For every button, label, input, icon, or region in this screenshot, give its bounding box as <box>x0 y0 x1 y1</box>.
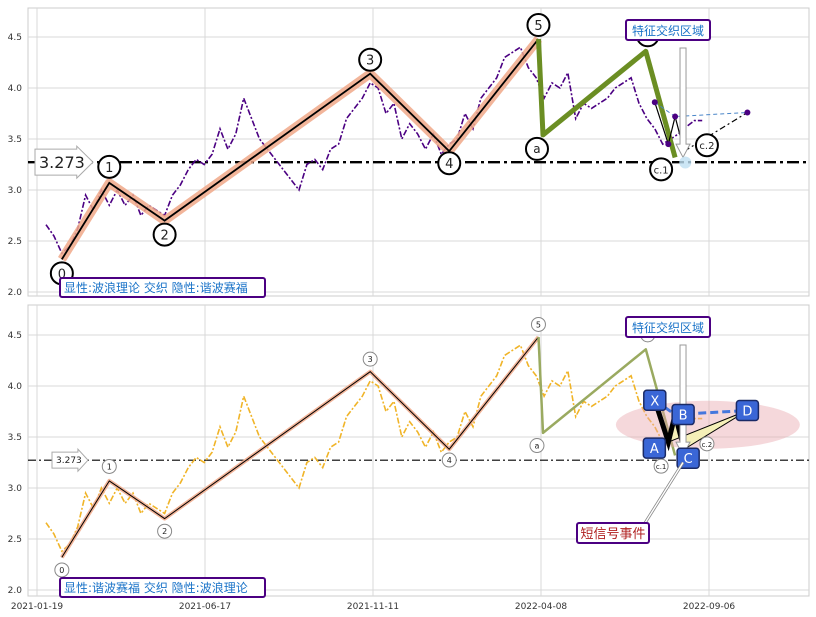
wave-marker <box>530 316 546 332</box>
correction-label: c.2 <box>702 441 713 449</box>
correction-marker <box>529 438 545 454</box>
caption-box <box>59 577 266 598</box>
wave-marker <box>526 13 551 38</box>
x-axis: 2021-01-19 2021-06-17 2021-11-11 2022-04-08… <box>11 602 736 612</box>
wave-marker <box>54 562 70 578</box>
correction-label: c.1 <box>656 463 667 471</box>
y-tick-label: 3.0 <box>8 186 23 196</box>
wave-line <box>61 38 540 260</box>
wave-line <box>61 336 539 558</box>
panel-caption: 显性:波浪理论 交织 隐性:谐波赛福 <box>64 280 248 295</box>
signal-pointer-inner <box>644 462 684 524</box>
wave-marker <box>101 458 117 474</box>
zone-label: 特征交织区域 <box>632 23 704 38</box>
y-tick-label: 3.5 <box>8 135 22 145</box>
harmonic-box <box>671 403 695 426</box>
wave-marker <box>362 351 378 367</box>
wave-marker <box>358 47 383 72</box>
wave-halo <box>60 335 541 559</box>
y-tick-label: 3.0 <box>8 484 23 494</box>
harmonic-label: C <box>684 452 693 467</box>
bottom-panel: 2.02.53.03.54.04.53.273012345abc.1c.2XAB… <box>8 304 810 598</box>
wave-marker <box>157 523 173 539</box>
zone-arrow <box>675 47 691 159</box>
harmonic-label: B <box>679 409 688 424</box>
wave-halo <box>57 36 543 262</box>
x-tick-label: 2022-04-08 <box>515 602 568 612</box>
y-tick-label: 4.5 <box>8 331 22 341</box>
wave-label: 2 <box>160 229 168 244</box>
y-tick-label: 2.0 <box>8 586 23 596</box>
wave-label: 1 <box>107 462 112 471</box>
threshold-label: 3.273 <box>56 456 82 466</box>
wave-label: 3 <box>366 54 374 69</box>
top-panel: 2.02.53.03.54.04.53.273012345abc.1c.2特征交… <box>8 7 810 298</box>
wave-label: 0 <box>59 566 64 575</box>
harmonic-point <box>672 113 679 120</box>
signal-box <box>576 522 650 544</box>
wave-label: 0 <box>58 267 66 282</box>
harmonic-point <box>651 99 658 106</box>
correction-marker <box>694 133 719 158</box>
correction-label: a <box>535 442 540 451</box>
zone-marker <box>679 156 692 169</box>
harmonic-point <box>744 109 751 116</box>
correction-marker <box>653 458 669 474</box>
harmonic-point <box>665 141 672 148</box>
x-tick-label: 2021-01-19 <box>11 602 64 612</box>
correction-marker <box>699 436 715 452</box>
correction-line <box>536 38 678 159</box>
harmonic-box <box>642 437 667 459</box>
x-tick-label: 2021-11-11 <box>347 602 399 612</box>
correction-marker <box>524 136 549 161</box>
harmonic-label: D <box>742 404 752 419</box>
wave-label: 5 <box>536 320 541 329</box>
y-tick-label: 4.5 <box>8 33 22 43</box>
price-series-line <box>45 343 703 553</box>
y-tick-label: 2.5 <box>8 535 22 545</box>
harmonic-box <box>643 389 667 412</box>
correction-marker <box>649 157 674 182</box>
wave-label: 5 <box>534 19 542 34</box>
threshold-label: 3.273 <box>39 153 85 172</box>
wave-marker <box>97 154 122 179</box>
zone-label: 特征交织区域 <box>632 320 704 335</box>
threshold-arrow <box>51 447 89 473</box>
wave-marker <box>437 151 462 176</box>
wave-marker <box>152 222 177 247</box>
zone-label-box <box>625 316 711 338</box>
wave-label: 1 <box>105 161 113 176</box>
x-tick-label: 2021-06-17 <box>179 602 231 612</box>
x-tick-label: 2022-09-06 <box>683 602 736 612</box>
correction-label: c.2 <box>699 141 714 152</box>
zone-label-box <box>625 19 711 41</box>
correction-label: a <box>533 142 540 156</box>
panel-caption: 显性:谐波赛福 交织 隐性:波浪理论 <box>64 580 248 595</box>
y-tick-label: 4.0 <box>8 382 23 392</box>
plot-area <box>27 7 810 297</box>
signal-label: 短信号事件 <box>580 527 645 542</box>
wave-label: 3 <box>368 355 373 364</box>
harmonic-projection <box>683 111 748 152</box>
harmonic-label: A <box>650 442 659 457</box>
plot-area <box>27 304 810 597</box>
harmonic-dash-line <box>654 101 748 118</box>
threshold-arrow <box>34 144 94 180</box>
wave-label: 4 <box>447 456 452 465</box>
harmonic-box <box>735 399 760 422</box>
wave-marker <box>441 452 457 468</box>
y-tick-label: 2.5 <box>8 237 22 247</box>
harmonic-label: X <box>650 394 659 409</box>
y-tick-label: 2.0 <box>8 288 23 298</box>
y-tick-label: 4.0 <box>8 84 23 94</box>
caption-box <box>59 277 266 298</box>
y-tick-label: 3.5 <box>8 433 22 443</box>
wave-label: 4 <box>445 157 453 172</box>
correction-label: c.1 <box>654 165 669 176</box>
wave-label: 2 <box>162 527 167 536</box>
